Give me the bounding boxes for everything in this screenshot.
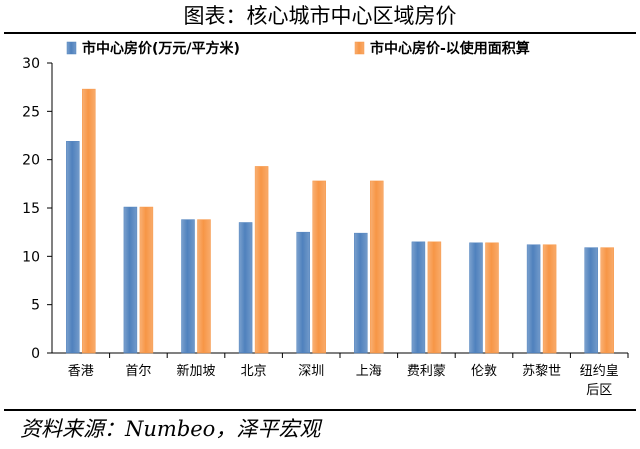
bar-series-1 [296,231,310,354]
bar-series-2 [542,244,557,354]
x-tick-label: 首尔 [125,364,151,379]
legend-label-1: 市中心房价(万元/平方米) [82,40,240,57]
legend-swatch-1 [66,41,77,55]
x-tick-label: 北京 [241,364,267,379]
legend-swatch-2 [354,41,365,55]
y-tick-label: 0 [31,346,40,362]
source-divider [4,409,636,411]
y-tick-label: 15 [22,201,40,217]
bar-series-2 [485,242,499,354]
bar-series-2 [427,241,442,354]
bar-series-1 [411,241,426,354]
page-title: 图表：核心城市中心区域房价 [183,4,457,28]
x-tick-label: 苏黎世 [522,363,561,379]
bar-series-2 [139,206,154,354]
bar-series-1 [123,206,138,354]
x-tick-label: 上海 [356,364,382,379]
bar-series-2 [254,166,269,354]
x-tick-label: 香港 [68,364,94,379]
bar-series-1 [354,232,368,354]
bar-series-1 [238,222,253,354]
x-tick-label: 费利蒙 [407,364,446,379]
legend-label-2: 市中心房价-以使用面积算 [370,40,530,57]
y-tick-label: 5 [31,298,40,314]
bar-series-2 [600,247,614,354]
source-note: 资料来源：Numbeo，泽平宏观 [20,417,321,441]
bar-series-1 [181,219,195,354]
y-tick-label: 20 [22,153,40,169]
x-tick-label: 后区 [586,383,612,398]
bar-series-2 [82,88,96,354]
x-tick-label: 伦敦 [471,363,497,379]
y-tick-label: 30 [22,56,40,72]
x-tick-label: 深圳 [298,364,324,379]
bar-series-1 [66,141,80,354]
x-tick-label: 纽约皇 [580,364,619,379]
bar-series-2 [197,219,211,354]
y-tick-label: 10 [22,249,40,265]
bar-series-2 [370,180,384,354]
bar-series-1 [526,244,541,354]
y-tick-label: 25 [22,104,40,120]
x-tick-label: 新加坡 [176,363,215,379]
bar-series-2 [312,180,326,354]
bar-series-1 [584,247,598,354]
bar-series-1 [469,242,483,354]
title-divider [4,32,636,34]
